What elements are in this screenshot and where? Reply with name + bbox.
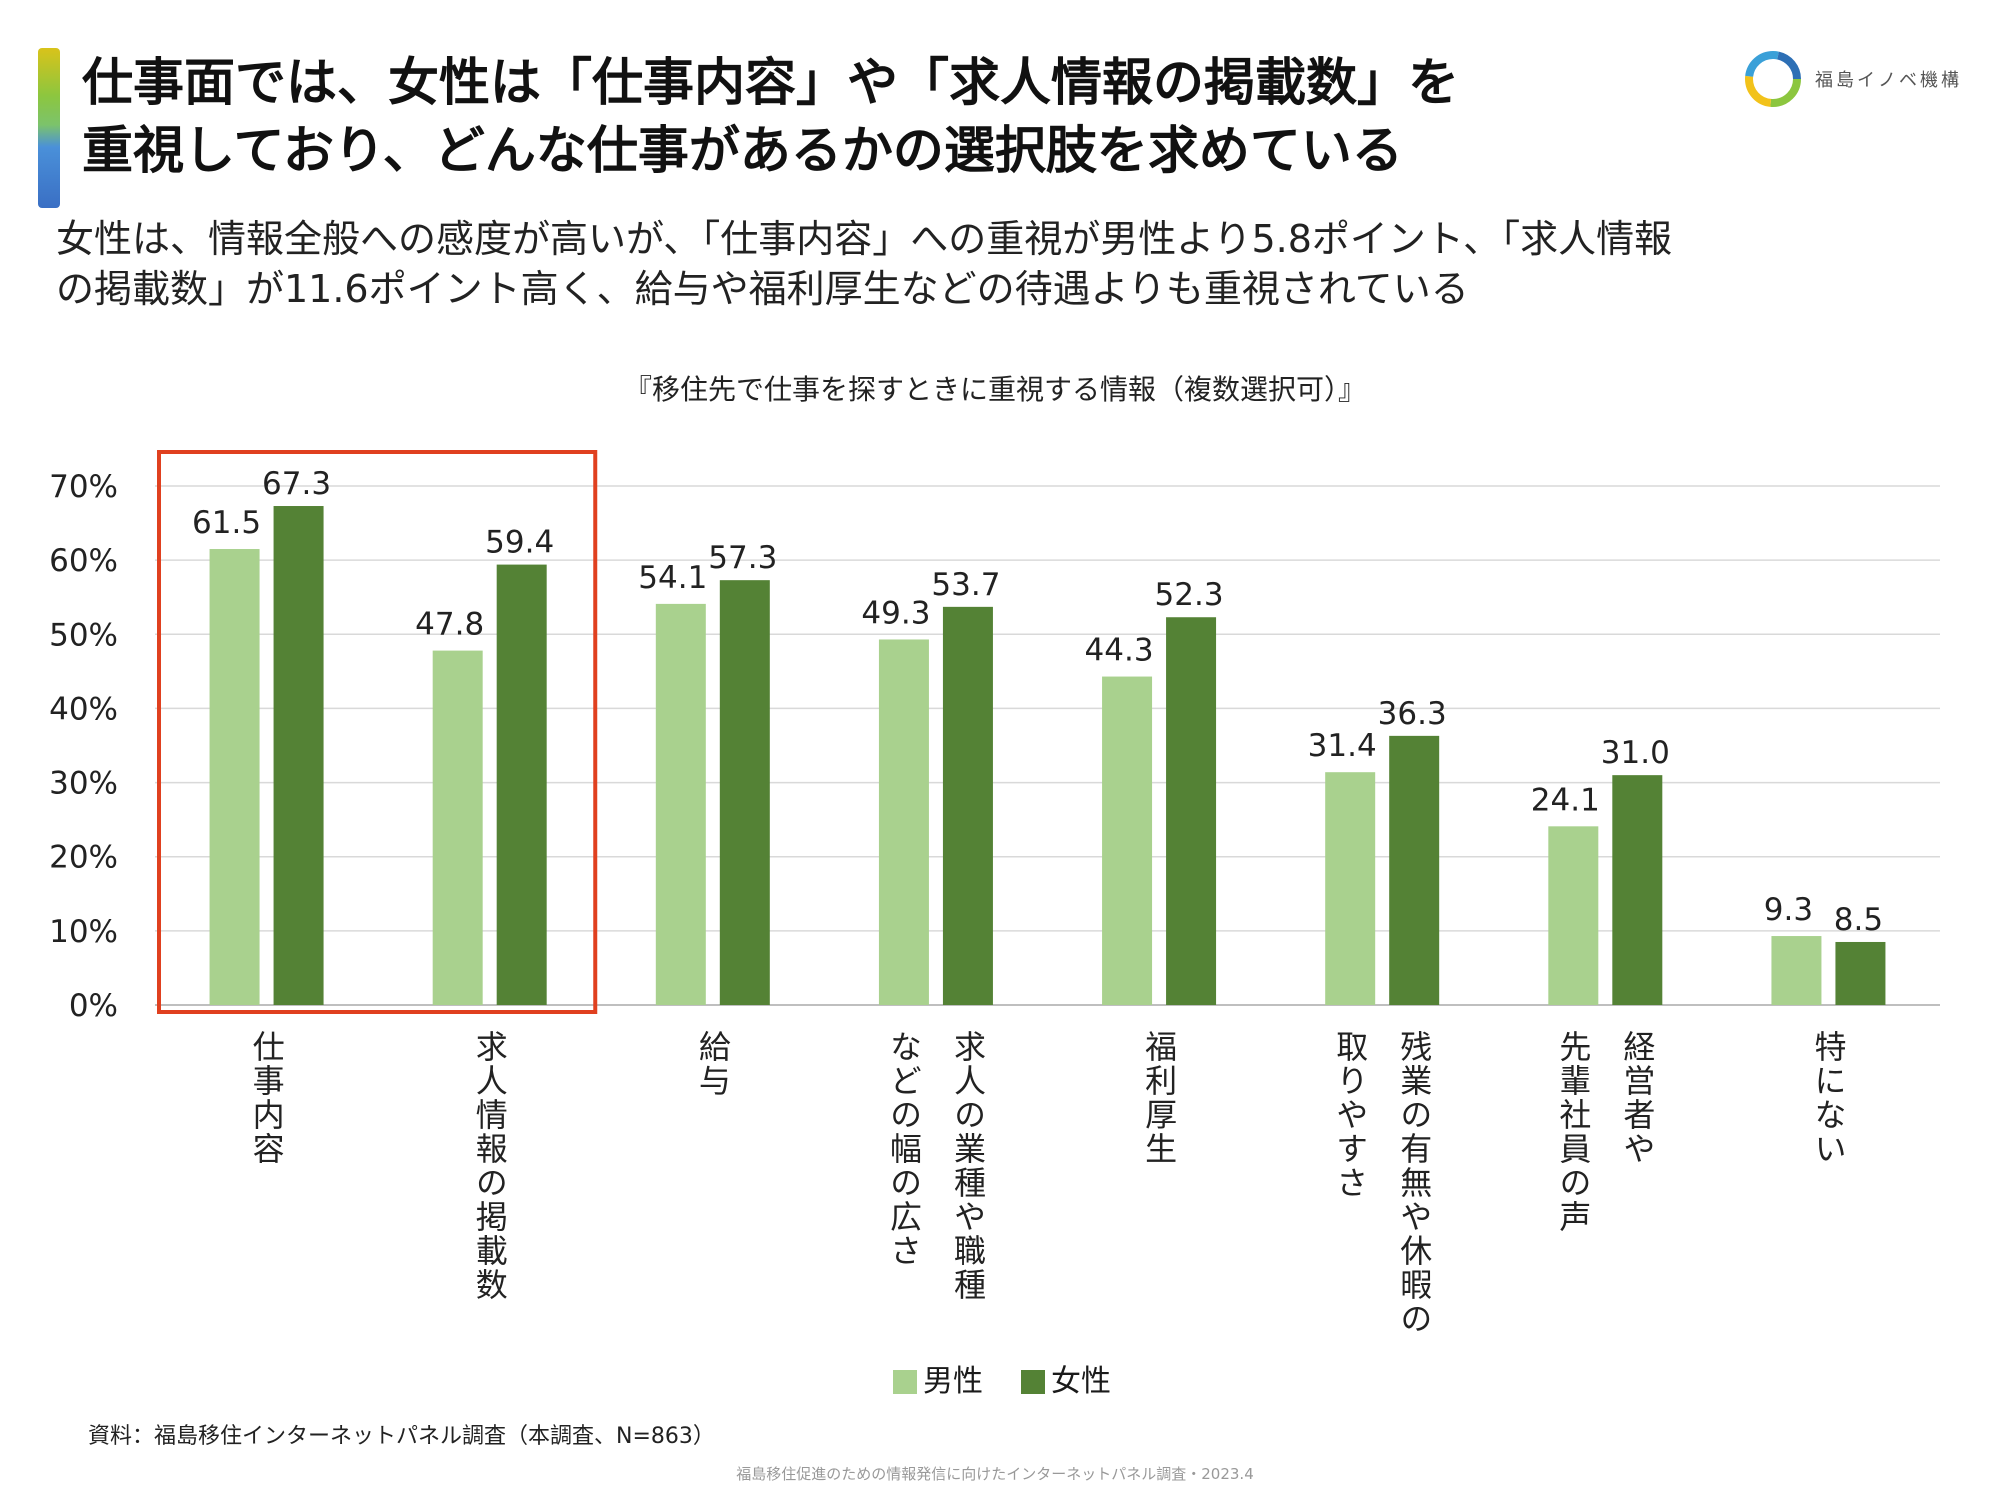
data-label: 31.4 xyxy=(1308,728,1377,764)
bar-male xyxy=(878,639,929,1005)
subtitle-line-1: 女性は、情報全般への感度が高いが、「仕事内容」への重視が男性より5.8ポイント、… xyxy=(56,217,1673,261)
chart-title: 『移住先で仕事を探すときに重視する情報（複数選択可）』 xyxy=(623,373,1366,406)
x-category-label: 求人の業種や職種 xyxy=(949,1030,987,1302)
bar-female xyxy=(719,580,770,1005)
y-tick-label: 20% xyxy=(49,840,118,876)
x-category-label: 仕事内容 xyxy=(248,1030,286,1166)
y-tick-label: 0% xyxy=(69,988,118,1024)
subtitle: 女性は、情報全般への感度が高いが、「仕事内容」への重視が男性より5.8ポイント、… xyxy=(56,214,1956,314)
data-label: 36.3 xyxy=(1378,696,1447,732)
x-category-label: 先輩社員の声 xyxy=(1554,1030,1592,1234)
legend-label-male: 男性 xyxy=(923,1364,983,1399)
y-tick-label: 40% xyxy=(49,691,118,727)
legend-swatch-female xyxy=(1021,1370,1045,1394)
bar-male xyxy=(1325,772,1376,1005)
y-tick-label: 30% xyxy=(49,766,118,802)
data-label: 44.3 xyxy=(1085,633,1154,669)
bar-female xyxy=(1389,735,1440,1005)
accent-bar xyxy=(38,48,60,208)
data-label: 49.3 xyxy=(861,595,930,631)
highlight-box xyxy=(157,450,598,1014)
title-line-1: 仕事面では、女性は「仕事内容」や「求人情報の掲載数」を xyxy=(82,54,1460,113)
page-title: 仕事面では、女性は「仕事内容」や「求人情報の掲載数」を 重視しており、どんな仕事… xyxy=(82,50,1642,186)
data-label: 53.7 xyxy=(931,567,1000,603)
bar-female xyxy=(942,606,993,1005)
data-label: 54.1 xyxy=(638,560,707,596)
x-category-label: 取りやすさ xyxy=(1331,1030,1369,1200)
data-label: 8.5 xyxy=(1834,902,1883,938)
logo-ring-icon xyxy=(1745,51,1801,107)
bar-male xyxy=(1102,676,1153,1005)
legend-item-male: 男性 xyxy=(893,1356,983,1400)
x-category-label: 特にない xyxy=(1809,1030,1847,1166)
data-label: 61.5 xyxy=(192,505,261,541)
subtitle-line-2: の掲載数」が11.6ポイント高く、給与や福利厚生などの待遇よりも重視されている xyxy=(56,267,1469,311)
logo-text: 福島イノベ機構 xyxy=(1815,70,1962,91)
x-category-label: 福利厚生 xyxy=(1140,1030,1178,1166)
y-tick-label: 70% xyxy=(49,469,118,505)
legend-swatch-male xyxy=(893,1370,917,1394)
x-category-label: 残業の有無や休暇の xyxy=(1395,1030,1433,1336)
bar-male xyxy=(432,650,483,1005)
footer-note: 福島移住促進のための情報発信に向けたインターネットパネル調査・2023.4 xyxy=(736,1465,1254,1483)
bar-female xyxy=(1612,775,1663,1005)
data-label: 67.3 xyxy=(262,466,331,502)
bar-male xyxy=(209,549,260,1005)
source-note: 資料：福島移住インターネットパネル調査（本調査、N=863） xyxy=(88,1424,715,1449)
bar-female xyxy=(496,564,547,1005)
bar-male xyxy=(1771,936,1822,1005)
title-line-2: 重視しており、どんな仕事があるかの選択肢を求めている xyxy=(82,122,1403,181)
x-category-label: 求人情報の掲載数 xyxy=(471,1030,509,1302)
data-label: 24.1 xyxy=(1531,782,1600,818)
bar-female xyxy=(1835,941,1886,1005)
bar-female xyxy=(273,506,324,1005)
data-label: 31.0 xyxy=(1601,735,1670,771)
legend-label-female: 女性 xyxy=(1051,1364,1111,1399)
bar-male xyxy=(1548,826,1599,1005)
data-label: 57.3 xyxy=(708,540,777,576)
bar-female xyxy=(1166,617,1217,1005)
y-tick-label: 60% xyxy=(49,543,118,579)
x-category-label: などの幅の広さ xyxy=(885,1030,923,1268)
legend-item-female: 女性 xyxy=(1021,1356,1111,1400)
data-label: 9.3 xyxy=(1764,892,1813,928)
y-tick-label: 10% xyxy=(49,914,118,950)
data-label: 52.3 xyxy=(1155,577,1224,613)
x-category-label: 給与 xyxy=(694,1030,732,1098)
data-label: 47.8 xyxy=(415,607,484,643)
bar-male xyxy=(655,603,706,1005)
y-tick-label: 50% xyxy=(49,617,118,653)
data-label: 59.4 xyxy=(485,525,554,561)
x-category-label: 経営者や xyxy=(1618,1030,1656,1166)
